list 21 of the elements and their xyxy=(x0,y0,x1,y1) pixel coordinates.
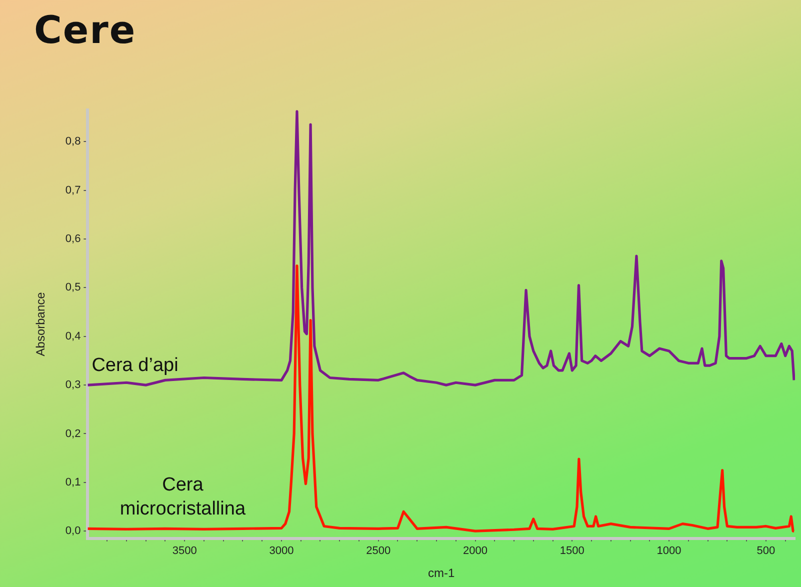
x-tick-label: 2000 xyxy=(463,545,488,558)
x-tick-label: 1000 xyxy=(656,545,682,558)
chart-title: Cere xyxy=(34,8,136,52)
series-label: Cera microcristallina xyxy=(120,474,246,520)
x-tick-label: 2500 xyxy=(366,545,391,558)
y-tick-label: 0,3 xyxy=(65,379,81,392)
y-tick-label: 0,0 xyxy=(65,525,81,538)
y-tick-label: 0,6 xyxy=(65,233,81,246)
x-axis-title: cm-1 xyxy=(428,566,455,580)
y-tick-label: 0,4 xyxy=(65,330,81,342)
x-tick-label: 3500 xyxy=(172,545,197,558)
x-tick-label: 1500 xyxy=(560,545,584,558)
y-axis-title: Absorbance xyxy=(34,292,48,356)
y-tick-label: 0,8 xyxy=(65,136,81,148)
y-tick-label: 0,1 xyxy=(65,476,81,488)
series-label: Cera d’api xyxy=(92,354,178,376)
y-tick-label: 0,7 xyxy=(65,184,81,196)
y-tick-label: 0,5 xyxy=(65,282,81,294)
x-tick-label: 500 xyxy=(756,545,776,558)
x-tick-label: 3000 xyxy=(269,545,294,558)
y-tick-label: 0,2 xyxy=(65,428,81,440)
